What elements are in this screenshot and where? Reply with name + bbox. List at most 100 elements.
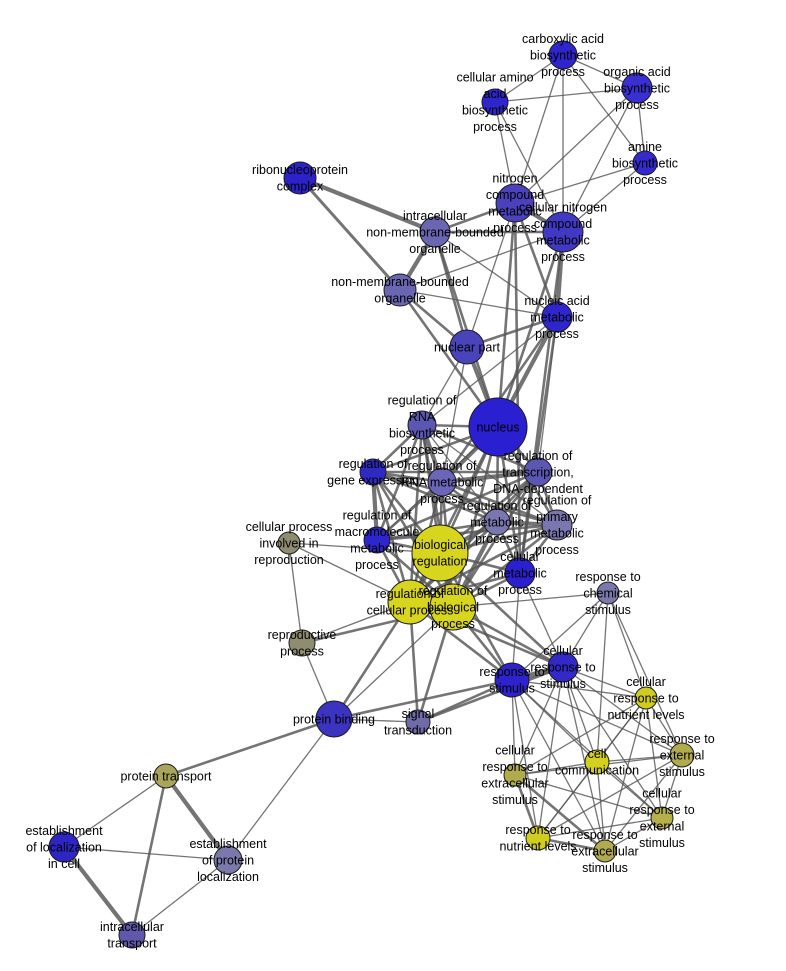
graph-node-establishment-of-localization-in-cell[interactable] (48, 831, 80, 863)
graph-node-cellular-nitrogen-compound-metabolic-process[interactable] (542, 211, 584, 253)
graph-edge (441, 346, 468, 483)
node-label-biological-regulation: biological regulation (413, 538, 468, 569)
graph-node-regulation-of-gene-expression[interactable] (359, 458, 387, 486)
graph-edge (399, 231, 564, 291)
graph-edge (519, 572, 564, 668)
node-label-cellular-metabolic-process: cellular metabolic process (493, 550, 547, 597)
graph-node-cellular-response-to-nutrient-levels[interactable] (634, 686, 658, 710)
graph-node-biological-regulation[interactable] (411, 524, 469, 582)
node-label-cellular-amino-acid-biosynthetic-process: cellular amino acid biosynthetic process (456, 71, 533, 135)
graph-node-intracellular-non-membrane-bounded-organelle[interactable] (419, 216, 451, 248)
graph-edge (372, 470, 498, 524)
graph-edge (562, 666, 606, 852)
graph-node-cellular-response-to-extracellular-stimulus[interactable] (503, 763, 527, 787)
graph-node-protein-binding[interactable] (315, 700, 353, 738)
graph-edge (62, 845, 134, 937)
graph-node-organic-acid-biosynthetic-process[interactable] (621, 72, 653, 104)
graph-node-cellular-response-to-external-stimulus[interactable] (650, 806, 674, 830)
graph-node-non-membrane-bounded-organelle[interactable] (383, 273, 417, 307)
graph-edge (131, 859, 229, 936)
graph-edge (494, 101, 564, 233)
node-label-cellular-response-to-extracellular-stimulus: cellular response to extracellular stimulus (481, 744, 548, 808)
graph-edge (514, 54, 564, 204)
graph-node-regulation-of-transcription-dna-dependent[interactable] (523, 457, 553, 487)
graph-edge (452, 592, 609, 608)
graph-node-cell-communication[interactable] (584, 749, 610, 775)
graph-node-regulation-of-primary-metabolic-process[interactable] (541, 509, 573, 541)
graph-node-regulation-of-metabolic-process[interactable] (483, 508, 511, 536)
graph-edge (227, 718, 335, 861)
graph-edge (333, 606, 454, 720)
graph-node-nitrogen-compound-metabolic-process[interactable] (495, 183, 535, 223)
graph-node-response-to-extracellular-stimulus[interactable] (593, 839, 617, 863)
label-layer: carboxylic acid biosynthetic processcellul… (25, 32, 714, 951)
graph-node-carboxylic-acid-biosynthetic-process[interactable] (548, 40, 578, 70)
graph-node-regulation-of-macromolecule-metabolic-process[interactable] (363, 526, 391, 554)
graph-node-amine-biosynthetic-process[interactable] (632, 150, 658, 176)
graph-edge (421, 316, 558, 426)
graph-edge (511, 679, 606, 852)
node-label-nuclear-part: nuclear part (434, 340, 501, 354)
node-label-regulation-of-metabolic-process: regulation of metabolic process (463, 499, 532, 546)
graph-node-regulation-of-rna-biosynthetic-process[interactable] (407, 410, 437, 440)
graph-edge (130, 775, 168, 936)
graph-node-cellular-response-to-stimulus[interactable] (547, 651, 579, 683)
graph-edge (165, 717, 335, 778)
graph-node-response-to-stimulus[interactable] (494, 662, 530, 698)
graph-node-response-to-chemical-stimulus[interactable] (596, 581, 620, 605)
graph-node-protein-transport[interactable] (153, 763, 179, 789)
graph-node-nucleus[interactable] (468, 397, 528, 457)
graph-edge (511, 572, 521, 681)
graph-node-response-to-nutrient-levels[interactable] (525, 825, 551, 851)
graph-node-establishment-of-protein-localization[interactable] (213, 845, 243, 875)
node-label-regulation-of-biological-process: regulation of biological process (419, 584, 488, 631)
graph-node-regulation-of-biological-process[interactable] (429, 583, 477, 631)
node-label-response-to-external-stimulus: response to external stimulus (649, 732, 714, 779)
node-label-nucleic-acid-metabolic-process: nucleic acid metabolic process (524, 294, 589, 341)
graph-edge (514, 774, 606, 852)
graph-edge (409, 471, 539, 603)
graph-node-response-to-external-stimulus[interactable] (669, 742, 695, 768)
graph-edge (511, 679, 539, 839)
graph-node-reproductive-process[interactable] (288, 629, 316, 657)
graph-edge (164, 774, 230, 862)
node-label-cellular-response-to-external-stimulus: cellular response to external stimulus (629, 787, 694, 851)
graph-edge (514, 697, 647, 776)
graph-edge (63, 846, 229, 861)
graph-edge (562, 54, 646, 164)
graph-edge (514, 87, 638, 204)
graph-edge (434, 231, 558, 318)
node-label-amine-biosynthetic-process: amine biosynthetic process (612, 140, 678, 187)
graph-node-cellular-process-involved-in-reproduction[interactable] (277, 531, 301, 555)
node-label-non-membrane-bounded-organelle: non-membrane-bounded organelle (331, 275, 469, 306)
graph-edge (63, 775, 167, 848)
graph-node-signal-transduction[interactable] (405, 709, 431, 735)
node-label-response-to-extracellular-stimulus: response to extracellular stimulus (571, 828, 638, 875)
graph-node-nucleic-acid-metabolic-process[interactable] (541, 301, 573, 333)
graph-node-cellular-amino-acid-biosynthetic-process[interactable] (481, 88, 509, 116)
graph-node-cellular-metabolic-process[interactable] (504, 557, 536, 589)
graph-node-regulation-of-rna-metabolic-process[interactable] (427, 467, 457, 497)
graph-node-intracellular-transport[interactable] (118, 921, 146, 949)
node-label-regulation-of-primary-metabolic-process: regulation of primary metabolic process (523, 494, 592, 558)
graph-node-ribonucleoprotein-complex[interactable] (283, 161, 317, 195)
graph-edge (537, 316, 558, 473)
graph-edge (604, 754, 683, 852)
node-label-organic-acid-biosynthetic-process: organic acid biosynthetic process (603, 65, 670, 112)
graph-edge (511, 679, 663, 819)
graph-edge (376, 523, 558, 542)
node-label-protein-binding: protein binding (293, 712, 375, 726)
graph-edge (421, 424, 498, 523)
graph-node-nuclear-part[interactable] (449, 329, 485, 365)
graph-edge (607, 592, 647, 699)
graph-edge (376, 481, 443, 541)
node-label-carboxylic-acid-biosynthetic-process: carboxylic acid biosynthetic process (522, 32, 604, 79)
graph-edge (496, 231, 565, 428)
graph-edge (371, 471, 455, 608)
graph-edge (514, 774, 663, 819)
graph-edge (562, 87, 638, 233)
graph-edge (518, 316, 559, 574)
graph-edge (562, 666, 598, 763)
